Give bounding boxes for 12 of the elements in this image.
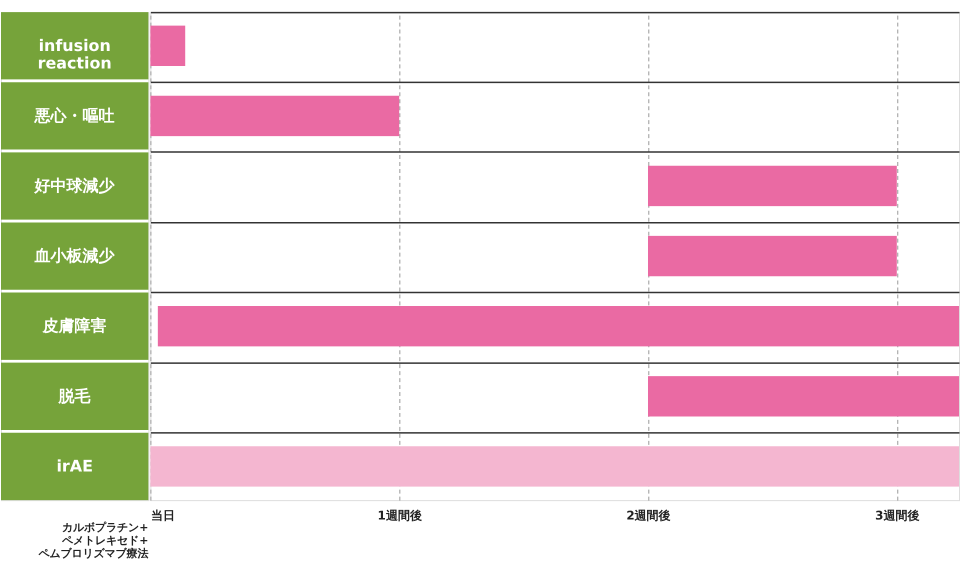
- y-tick-label: 脱毛: [58, 386, 92, 406]
- text: カルボプラチン+ ペメトレキセド+ ペムブロリズマブ療法: [37, 520, 148, 560]
- y-tick-label: irAE: [56, 456, 93, 476]
- y-tick-label: 悪心・嘔吐: [34, 106, 115, 125]
- x-tick-label: 2週間後: [626, 508, 671, 523]
- y-tick-label: 皮膚障害: [42, 316, 107, 336]
- y-tick-label: 血小板減少: [34, 246, 116, 266]
- x-tick-label: 1週間後: [378, 508, 422, 523]
- y-tick-label: 好中球減少: [34, 176, 116, 195]
- x-tick-label: 当日: [150, 508, 175, 523]
- x-tick-label: 3週間後: [875, 508, 920, 523]
- y-tick-label: infusion reaction: [38, 36, 112, 73]
